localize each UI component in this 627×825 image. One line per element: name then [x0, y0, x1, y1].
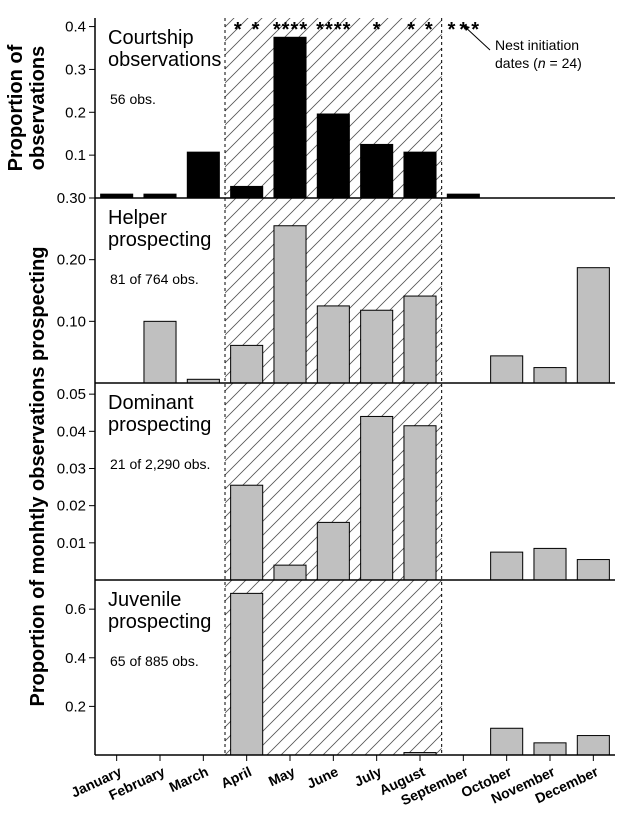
helper-bar-june: June: 0.125 [316, 305, 350, 384]
juvenile-ytick-label: 0.6 [65, 601, 86, 618]
y-axis-title-top-line1: Proportion of [5, 44, 27, 171]
courtship-bar-march: March: 0.107 [186, 151, 220, 199]
dominant-bar-july: July: 0.044 [360, 415, 394, 581]
dominant-ytick-label: 0.04 [57, 423, 86, 440]
dominant-panel-title: Dominant [108, 392, 194, 414]
juvenile-ytick-label: 0.2 [65, 698, 86, 715]
dominant-bar-april: April: 0.0255 [230, 484, 264, 581]
helper-bar-july: July: 0.118 [360, 309, 394, 384]
helper-bar-may: May: 0.255 [273, 225, 307, 384]
juvenile-bar-november: November: 0.05 [533, 742, 567, 756]
dominant-panel-subtitle: 21 of 2,290 obs. [110, 456, 210, 472]
dominant-panel-title: prospecting [108, 414, 211, 436]
juvenile-panel-title: Juvenile [108, 589, 181, 611]
courtship-ytick-label: 0.4 [65, 19, 86, 36]
courtship-bar-april: April: 0.027 [230, 185, 264, 199]
helper-panel-title: prospecting [108, 229, 211, 251]
nest-asterisk-may: * [282, 19, 290, 41]
y-axis-title-shared: Proportion of monhtly observations prosp… [27, 246, 49, 706]
courtship-panel-title: observations [108, 49, 221, 71]
dominant-ytick-label: 0.02 [57, 498, 86, 515]
dominant-bar-june: June: 0.0155 [316, 521, 350, 581]
month-label-june: June [304, 763, 341, 791]
courtship-ytick-label: 0.2 [65, 104, 86, 121]
axes [89, 18, 615, 761]
month-label-may: May [266, 763, 298, 789]
month-label-april: April [218, 763, 254, 791]
nest-note-line2: dates (n = 24) [495, 55, 582, 71]
courtship-bar-may: May: 0.375 [273, 36, 307, 199]
courtship-bar-august: August: 0.107 [403, 151, 437, 199]
juvenile-bar-december: December: 0.08 [576, 735, 610, 756]
courtship-bar-july: July: 0.125 [360, 143, 394, 199]
helper-panel-title: Helper [108, 207, 167, 229]
dominant-bar-may: May: 0.004 [273, 564, 307, 581]
helper-panel-subtitle: 81 of 764 obs. [110, 271, 199, 287]
nest-asterisk-june: * [325, 19, 333, 41]
courtship-bar-june: June: 0.196 [316, 113, 350, 199]
nest-asterisk-september: * [459, 19, 467, 41]
nest-asterisk-july: * [373, 19, 381, 41]
y-axis-title-top-line2: observations [27, 46, 49, 170]
juvenile-ytick-label: 0.4 [65, 650, 86, 667]
courtship-ytick-label: 0.1 [65, 147, 86, 164]
dominant-bar-august: August: 0.0415 [403, 425, 437, 581]
nest-asterisk-august: * [425, 19, 433, 41]
dominant-ytick-label: 0.05 [57, 386, 86, 403]
nest-asterisk-september: * [448, 19, 456, 41]
nest-asterisk-may: * [273, 19, 281, 41]
nest-note-arrowhead [463, 25, 470, 31]
nest-asterisk-may: * [299, 19, 307, 41]
helper-ytick-label: 0.20 [57, 252, 86, 269]
helper-bar-august: August: 0.141 [403, 295, 437, 384]
nest-asterisk-may: * [291, 19, 299, 41]
nest-asterisk-september: * [471, 19, 479, 41]
helper-bar-april: April: 0.061 [230, 344, 264, 384]
courtship-panel-subtitle: 56 obs. [110, 91, 156, 107]
nest-note-line1: Nest initiation [495, 37, 579, 53]
helper-ytick-label: 0.10 [57, 313, 86, 330]
helper-bar-december: December: 0.187 [576, 267, 610, 384]
juvenile-panel-subtitle: 65 of 885 obs. [110, 653, 199, 669]
dominant-bar-december: December: 0.0055 [576, 559, 610, 581]
nest-asterisk-june: * [334, 19, 342, 41]
dominant-ytick-label: 0.03 [57, 460, 86, 477]
dominant-ytick-label: 0.01 [57, 535, 86, 552]
nest-asterisk-august: * [407, 19, 415, 41]
courtship-panel-title: Courtship [108, 27, 194, 49]
nest-asterisk-june: * [316, 19, 324, 41]
juvenile-panel-title: prospecting [108, 611, 211, 633]
juvenile-bar-april: April: 0.665 [230, 592, 264, 756]
nest-asterisk-april: * [252, 19, 260, 41]
helper-bar-october: October: 0.044 [490, 355, 524, 384]
juvenile-bar-october: October: 0.11 [490, 727, 524, 756]
helper-bar-november: November: 0.025 [533, 367, 567, 384]
courtship-ytick-label: 0.3 [65, 61, 86, 78]
nest-asterisk-june: * [343, 19, 351, 41]
helper-ytick-label: 0.30 [57, 190, 86, 207]
dominant-bar-november: November: 0.0085 [533, 547, 567, 581]
month-label-march: March [166, 763, 210, 795]
helper-bar-february: February: 0.1 [143, 320, 177, 384]
nest-asterisk-april: * [234, 19, 242, 41]
dominant-bar-october: October: 0.0075 [490, 551, 524, 581]
